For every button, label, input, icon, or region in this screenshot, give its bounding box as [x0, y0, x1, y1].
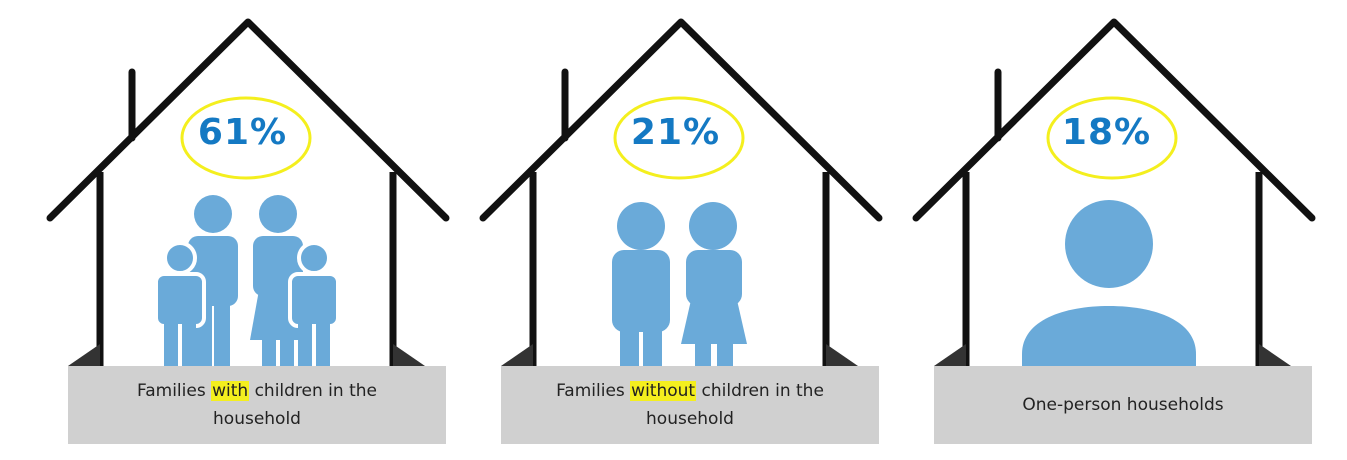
halo-ring	[1046, 96, 1178, 180]
percent-value: 18%	[1061, 112, 1152, 153]
family-with-children-icon	[154, 195, 340, 366]
percent-value: 21%	[630, 112, 721, 153]
house-base-label: Families with children in the household	[68, 366, 446, 444]
house-families-with-children: 61% Families with children in the househ…	[28, 0, 461, 460]
halo-ring	[180, 96, 312, 180]
label-text-after: children in the household	[213, 381, 377, 429]
percent-value: 61%	[197, 112, 288, 153]
house-families-without-children: 21% Families without children in the hou…	[461, 0, 894, 460]
single-person-icon	[1022, 200, 1196, 366]
label-text-after: children in the household	[646, 381, 824, 429]
label-text-before: Families	[556, 381, 631, 401]
house-base-label: One-person households	[934, 366, 1312, 444]
label-text-before: One-person households	[1022, 395, 1224, 415]
label-text-before: Families	[137, 381, 212, 401]
house-one-person: 18% One-person households	[894, 0, 1327, 460]
house-frame-icon	[46, 18, 450, 366]
house-frame-icon	[479, 18, 883, 366]
house-frame-icon	[912, 18, 1316, 366]
halo-ring	[613, 96, 745, 180]
house-base-label: Families without children in the househo…	[501, 366, 879, 444]
label-highlight: without	[630, 381, 697, 401]
couple-icon	[612, 202, 747, 366]
label-highlight: with	[211, 381, 250, 401]
